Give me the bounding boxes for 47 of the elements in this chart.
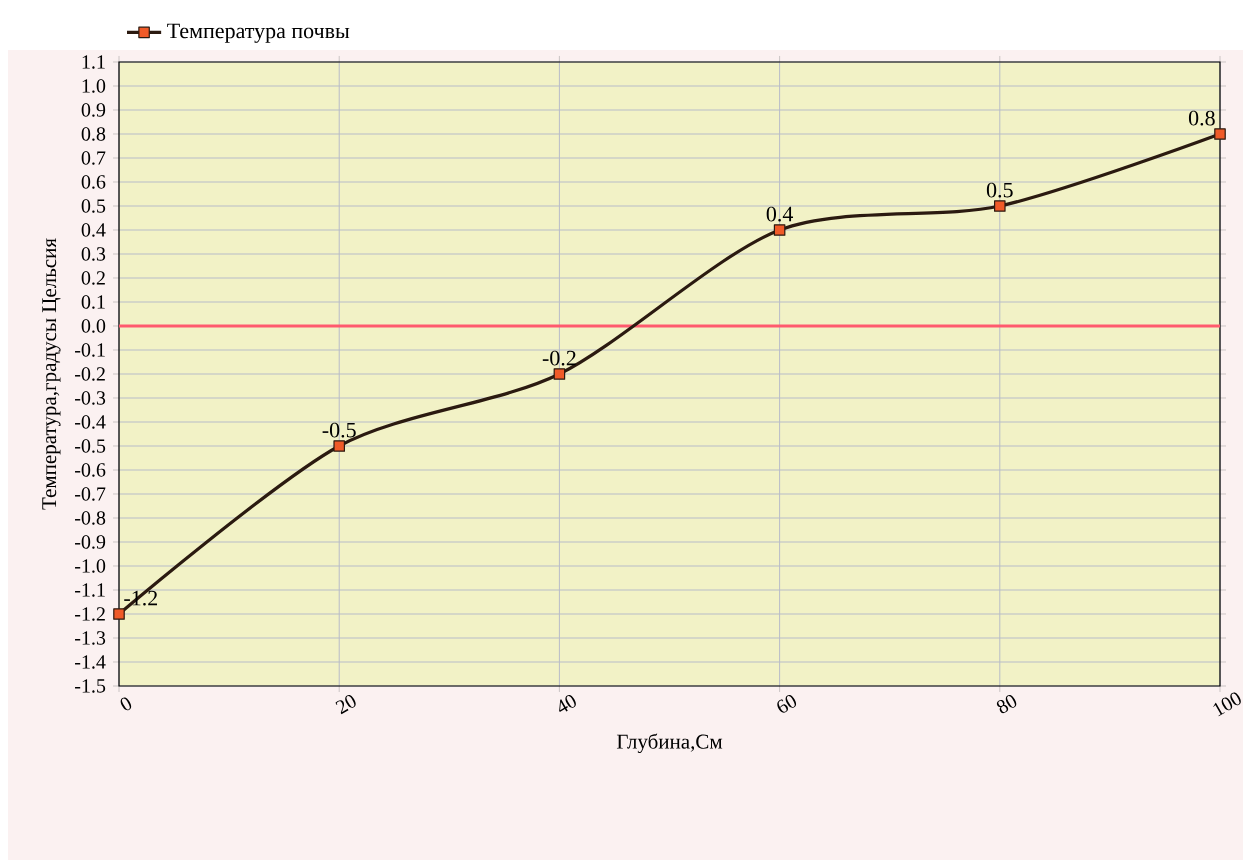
y-tick-label: -1.1 bbox=[75, 583, 105, 597]
point bbox=[113, 608, 125, 620]
point bbox=[553, 368, 566, 380]
x-tick-label: 0 bbox=[120, 697, 132, 711]
y-tick-label: 1.1 bbox=[82, 55, 105, 69]
y-tick-label: -0.3 bbox=[75, 391, 106, 405]
x-axis-title: Глубина,См bbox=[616, 733, 723, 754]
point bbox=[994, 200, 1006, 212]
y-tick-label: -0.4 bbox=[75, 415, 106, 429]
y-tick-label: -1.2 bbox=[75, 607, 105, 621]
y-tick-label: 0.6 bbox=[81, 175, 106, 189]
point bbox=[1214, 128, 1226, 140]
y-tick-label: -0.1 bbox=[75, 343, 105, 357]
y-tick-label: -1.0 bbox=[75, 559, 106, 573]
y-tick-label: -0.6 bbox=[75, 463, 106, 477]
y-tick-label: 0.2 bbox=[81, 271, 105, 285]
x-tick-label: 20 bbox=[335, 695, 356, 715]
y-tick-label: -0.7 bbox=[75, 487, 106, 501]
y-tick-label: 0.5 bbox=[81, 199, 106, 213]
y-tick-label: 0.8 bbox=[81, 127, 106, 141]
y-tick-label: 0.3 bbox=[81, 247, 106, 261]
x-tick-label: 60 bbox=[777, 695, 797, 713]
y-tick-label: -1.5 bbox=[75, 679, 106, 693]
data-label: 0.5 bbox=[986, 182, 1013, 198]
y-tick-label: 0.4 bbox=[81, 223, 106, 237]
y-tick-label: -1.4 bbox=[75, 655, 106, 669]
y-tick-label: -0.9 bbox=[75, 535, 106, 549]
y-tick-label: 0.0 bbox=[81, 319, 106, 333]
y-tick-label: -1.3 bbox=[75, 631, 106, 645]
data-label: -0.5 bbox=[322, 422, 356, 438]
y-tick-label: 0.1 bbox=[81, 295, 105, 309]
y-tick-label: 0.9 bbox=[81, 103, 106, 117]
data-label: -0.2 bbox=[542, 350, 576, 366]
x-tick-label: 40 bbox=[559, 695, 576, 712]
y-tick-label: 1.0 bbox=[82, 79, 106, 93]
y-axis-title: Температура,градусы Цельсия bbox=[42, 238, 61, 510]
y-tick-label: -0.8 bbox=[75, 511, 106, 525]
data-label: 0.8 bbox=[1188, 110, 1215, 126]
data-label: 0.4 bbox=[766, 206, 794, 222]
x-tick-label: 80 bbox=[996, 695, 1017, 714]
point bbox=[773, 224, 786, 236]
y-tick-label: -0.5 bbox=[75, 439, 106, 453]
x-tick-label: 100 bbox=[1213, 692, 1241, 717]
legend-label: Температура почвы bbox=[167, 23, 350, 43]
y-tick-label: -0.2 bbox=[75, 367, 105, 381]
y-tick-label: 0.7 bbox=[81, 151, 106, 165]
point bbox=[333, 440, 345, 452]
